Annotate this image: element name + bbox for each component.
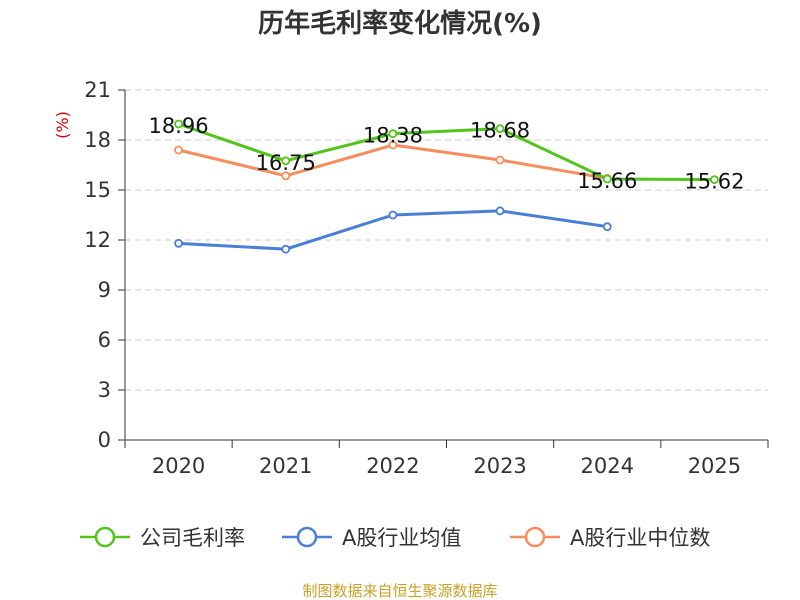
data-point	[495, 124, 505, 134]
legend-item[interactable]: A股行业均值	[282, 526, 461, 550]
legend-item[interactable]: 公司毛利率	[80, 526, 245, 550]
data-labels: 18.96 16.75 18.38 18.68 15.66 15.62	[149, 114, 745, 194]
data-label: 18.38	[363, 124, 423, 148]
y-ticks: 0 3 6 9 12 15 18 21	[84, 78, 125, 452]
data-point	[388, 140, 398, 150]
series-line	[178, 122, 715, 182]
legend-item[interactable]: A股行业中位数	[510, 526, 710, 550]
legend-marker	[524, 526, 546, 548]
series-1	[174, 206, 612, 254]
legend-label: A股行业中位数	[570, 526, 710, 550]
data-point	[174, 119, 183, 129]
x-ticks: 2020 2021 2022 2023 2024 2025	[124, 440, 769, 478]
data-point	[174, 238, 183, 248]
data-label: 18.68	[470, 119, 530, 143]
series-0	[174, 119, 719, 185]
series-group	[174, 119, 719, 254]
legend: 公司毛利率 A股行业均值 A股行业中位数	[80, 526, 710, 550]
data-point	[174, 145, 183, 155]
data-point	[281, 244, 291, 254]
y-tick-label: 15	[84, 178, 111, 202]
x-tick-label: 2023	[473, 454, 526, 478]
y-tick-label: 3	[98, 378, 111, 402]
legend-label: A股行业均值	[342, 526, 461, 550]
x-tick-label: 2021	[259, 454, 312, 478]
data-label: 15.62	[684, 170, 744, 194]
source-footer: 制图数据来自恒生聚源数据库	[302, 582, 497, 600]
x-tick-label: 2025	[688, 454, 741, 478]
data-point	[495, 206, 505, 216]
data-point	[602, 222, 612, 232]
data-point	[602, 174, 612, 184]
data-label: 16.75	[256, 151, 316, 175]
y-tick-label: 9	[98, 278, 111, 302]
data-point	[495, 155, 505, 165]
data-label: 15.66	[577, 169, 637, 193]
data-point	[710, 175, 719, 185]
x-tick-label: 2020	[152, 454, 205, 478]
data-point	[388, 210, 398, 220]
grid-lines	[125, 89, 768, 391]
legend-label: 公司毛利率	[140, 526, 245, 550]
y-tick-label: 18	[84, 128, 111, 152]
y-tick-label: 21	[84, 78, 111, 102]
data-point	[388, 129, 398, 139]
axes	[124, 90, 768, 441]
y-tick-label: 6	[98, 328, 111, 352]
x-tick-label: 2024	[581, 454, 634, 478]
data-label: 18.96	[149, 114, 209, 138]
legend-marker	[296, 526, 318, 548]
data-point	[281, 156, 291, 166]
series-2	[174, 140, 612, 183]
x-tick-label: 2022	[366, 454, 419, 478]
y-axis-label: (%)	[53, 111, 72, 139]
y-tick-label: 0	[98, 428, 111, 452]
chart-title: 历年毛利率变化情况(%)	[258, 8, 542, 39]
data-point	[281, 171, 291, 181]
legend-marker	[94, 526, 116, 548]
y-tick-label: 12	[84, 228, 111, 252]
